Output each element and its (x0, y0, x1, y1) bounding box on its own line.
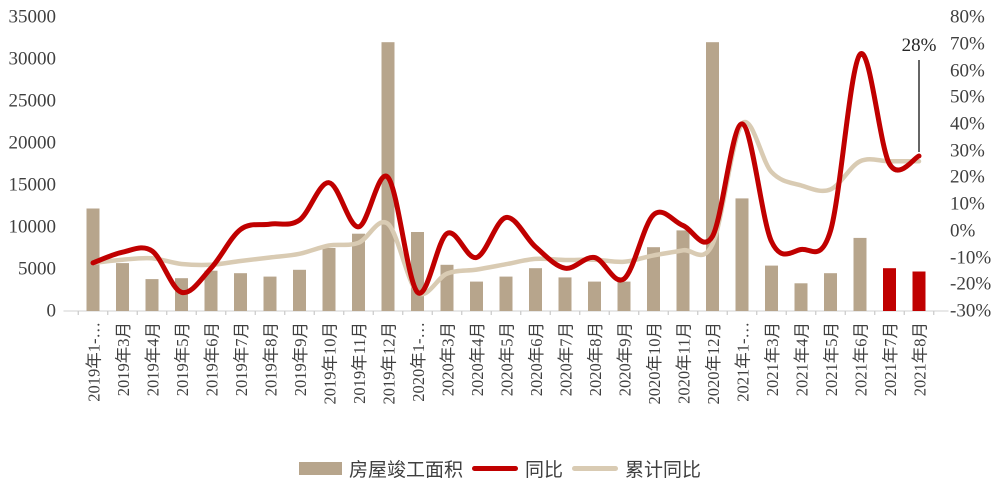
legend-label-cumulative-yoy: 累计同比 (625, 459, 702, 481)
x-axis-label: 2020年7月 (557, 322, 576, 396)
y-axis-right-label: 50% (950, 86, 985, 108)
x-axis-label: 2019年5月 (173, 322, 192, 396)
completed-area-bar (883, 268, 896, 311)
x-axis-label: 2020年8月 (586, 322, 605, 396)
completed-area-bar (735, 198, 749, 311)
legend-item-cumulative-yoy: 累计同比 (572, 455, 701, 482)
x-axis-label: 2020年1-… (409, 322, 428, 402)
x-axis-label: 2021年7月 (881, 322, 900, 396)
completed-area-bar (322, 248, 336, 311)
cumulative-yoy-line (90, 119, 922, 297)
completed-area-bar (588, 281, 601, 311)
x-axis-label: 2019年7月 (232, 322, 251, 396)
annotation-label: 28% (901, 35, 937, 56)
completed-area-bar (499, 276, 513, 311)
completed-area-bar (765, 265, 778, 311)
completed-area-bar (411, 232, 424, 311)
x-axis-label: 2020年4月 (468, 322, 487, 396)
y-axis-left-label: 0 (46, 300, 57, 322)
legend-label-yoy: 同比 (524, 459, 563, 481)
legend-item-completed-area: 房屋竣工面积 (298, 455, 463, 482)
y-axis-left-label: 15000 (8, 174, 57, 196)
x-axis-label: 2019年8月 (262, 322, 281, 396)
legend-item-yoy: 同比 (471, 455, 563, 482)
y-axis-right-label: 40% (950, 113, 985, 135)
x-axis-label: 2021年6月 (852, 322, 871, 396)
x-axis-label: 2020年6月 (527, 322, 546, 396)
legend-cumulative-yoy-line-swatch (572, 465, 618, 471)
completed-area-bar (647, 247, 660, 311)
completed-area-bar (676, 230, 690, 311)
y-axis-right-label: 80% (950, 6, 985, 28)
y-axis-left-label: 25000 (8, 90, 57, 112)
y-axis-left-label: 5000 (18, 258, 56, 280)
x-axis-label: 2020年10月 (645, 322, 664, 405)
completed-area-bar (86, 208, 100, 311)
y-axis-right-label: 20% (950, 166, 985, 188)
completed-area-bar (145, 279, 159, 311)
completed-area-bar (824, 273, 837, 311)
x-axis-label: 2021年1-… (734, 322, 753, 402)
x-axis-label: 2020年5月 (498, 322, 517, 396)
y-axis-right-label: 30% (950, 140, 985, 162)
completed-area-bar (204, 270, 218, 311)
y-axis-right-label: 10% (950, 193, 985, 215)
legend-yoy-line-swatch (471, 465, 518, 471)
x-axis-label: 2019年6月 (203, 322, 222, 396)
x-axis-label: 2020年11月 (675, 322, 694, 404)
x-axis-label: 2021年4月 (793, 322, 812, 396)
completed-area-bar (794, 283, 808, 311)
y-axis-right-label: -20% (950, 273, 992, 295)
y-axis-left-label: 35000 (8, 6, 57, 28)
x-axis-label: 2019年9月 (291, 322, 310, 396)
yoy-line (90, 51, 922, 296)
completed-area-bar (853, 237, 867, 311)
y-axis-right-label: 70% (950, 33, 985, 55)
x-axis-label: 2021年8月 (911, 322, 930, 396)
completed-area-bar (529, 268, 542, 311)
y-axis-left-label: 10000 (8, 216, 57, 238)
x-axis-label: 2019年3月 (114, 322, 133, 396)
completed-area-bar (293, 269, 306, 311)
x-axis-label: 2020年9月 (616, 322, 635, 396)
x-axis-label: 2021年5月 (822, 322, 841, 396)
x-axis-label: 2019年10月 (321, 322, 340, 405)
x-axis-label: 2019年11月 (350, 322, 369, 404)
x-axis-label: 2021年3月 (763, 322, 782, 396)
y-axis-left-label: 30000 (8, 48, 57, 70)
legend: 房屋竣工面积 同比 累计同比 (0, 453, 1000, 483)
completed-area-bar (558, 277, 572, 311)
x-axis-label: 2019年1-… (85, 322, 104, 402)
completed-area-bar (706, 42, 719, 311)
y-axis-right-label: -10% (950, 247, 992, 268)
completed-area-bar (352, 233, 365, 311)
legend-bar-swatch (298, 461, 342, 475)
completed-area-bar (116, 263, 129, 311)
x-axis-label: 2019年12月 (380, 322, 399, 405)
y-axis-left-label: 20000 (8, 132, 57, 154)
legend-label-completed-area: 房屋竣工面积 (348, 459, 463, 481)
completed-area-bar (912, 271, 926, 311)
y-axis-right-label: 0% (950, 220, 976, 242)
x-axis-label: 2019年4月 (144, 322, 163, 396)
completed-area-bar (234, 273, 247, 311)
completed-area-bar (470, 281, 483, 311)
completed-area-bar (617, 281, 631, 311)
x-axis-label: 2020年3月 (439, 322, 458, 396)
y-axis-right-label: -30% (950, 300, 992, 322)
completed-area-bar (263, 276, 277, 311)
y-axis-right-label: 60% (950, 60, 985, 81)
x-axis-label: 2020年12月 (704, 322, 723, 405)
